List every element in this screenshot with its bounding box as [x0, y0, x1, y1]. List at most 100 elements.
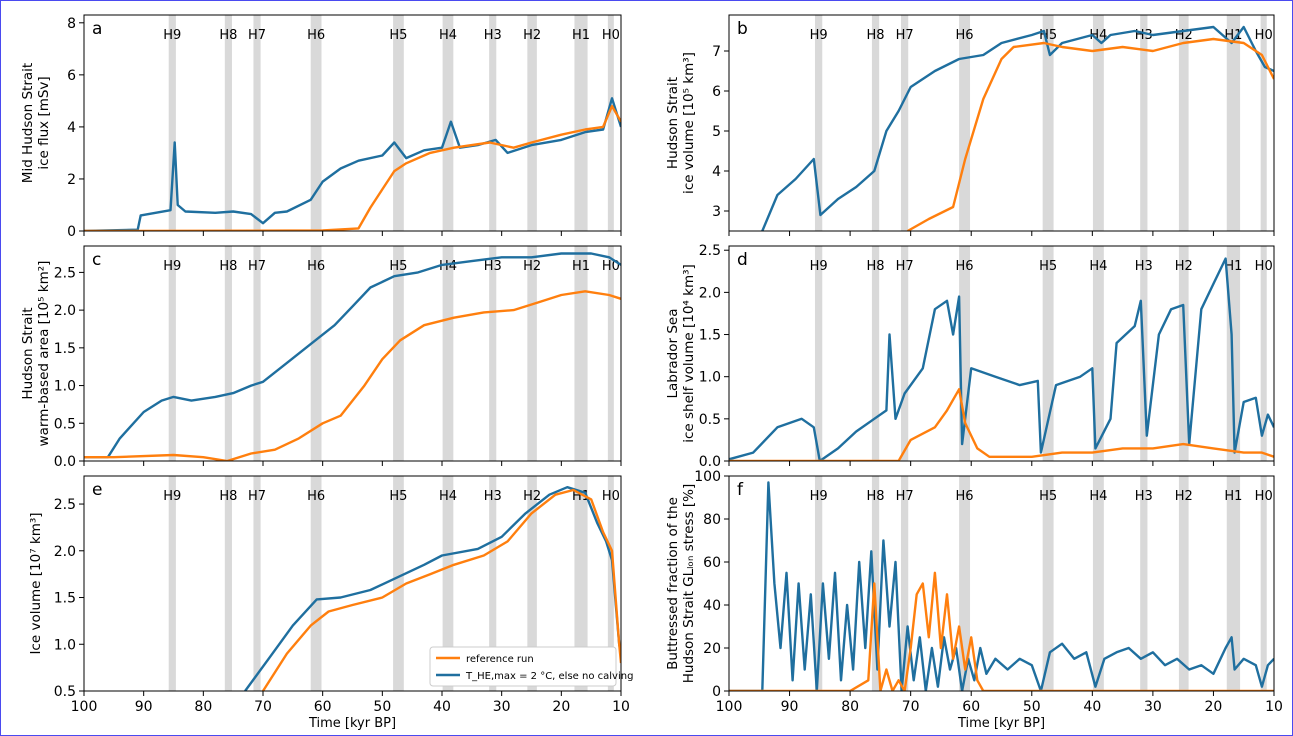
- y-tick-label: 0.0: [699, 454, 721, 470]
- x-axis-label: Time [kyr BP]: [308, 716, 396, 731]
- heinrich-band: [1260, 246, 1267, 461]
- heinrich-label: H5: [389, 259, 407, 274]
- axes-frame: [728, 475, 1275, 692]
- heinrich-band: [310, 15, 322, 231]
- heinrich-band: [1042, 476, 1054, 691]
- y-axis-label: ice volume [10⁵ km³]: [681, 52, 697, 194]
- y-tick-label: 2.5: [54, 265, 76, 281]
- heinrich-band: [168, 15, 176, 231]
- heinrich-band: [814, 246, 823, 461]
- panel-a: H9 H8 H7 H6 H5 H4 H3 H2 H1 H0 0 2 4 6 8 Mid Hudson Stra…: [20, 14, 622, 240]
- x-tick-label: 70: [254, 699, 272, 715]
- heinrich-band: [814, 476, 823, 691]
- heinrich-band: [1226, 246, 1241, 461]
- heinrich-label: H6: [307, 489, 325, 504]
- legend-label-reference: reference run: [466, 654, 534, 665]
- heinrich-label: H2: [523, 489, 541, 504]
- series-line-calving: [84, 252, 621, 459]
- heinrich-band: [224, 476, 232, 691]
- heinrich-band: [1226, 15, 1241, 231]
- y-tick-label: 1.5: [54, 341, 76, 357]
- heinrich-band: [1140, 15, 1148, 231]
- heinrich-band: [900, 476, 909, 691]
- heinrich-label: H2: [523, 28, 541, 43]
- heinrich-band: [393, 15, 404, 231]
- y-tick-label: 20: [703, 641, 721, 657]
- heinrich-band: [959, 476, 971, 691]
- y-tick-label: 1.5: [54, 591, 76, 607]
- heinrich-band: [1260, 476, 1267, 691]
- heinrich-label: H8: [867, 489, 885, 504]
- heinrich-band: [489, 15, 497, 231]
- heinrich-label: H1: [1224, 259, 1242, 274]
- heinrich-label: H3: [484, 259, 502, 274]
- x-tick-label: 90: [781, 699, 799, 715]
- y-axis-label: warm-based area [10⁵ km²]: [36, 261, 52, 447]
- x-tick-label: 100: [716, 699, 743, 715]
- heinrich-band: [814, 15, 823, 231]
- y-tick-label: 2.0: [699, 285, 721, 301]
- series-line-calving: [729, 481, 1274, 691]
- heinrich-band: [310, 476, 322, 691]
- heinrich-band: [527, 476, 537, 691]
- x-tick-label: 60: [962, 699, 980, 715]
- y-tick-label: 60: [703, 555, 721, 571]
- heinrich-band: [442, 15, 454, 231]
- legend-box: [429, 646, 617, 687]
- x-tick-label: 40: [1083, 699, 1101, 715]
- y-tick-label: 2.5: [699, 243, 721, 259]
- heinrich-label: H0: [1255, 489, 1273, 504]
- heinrich-band: [224, 15, 232, 231]
- heinrich-band: [1092, 476, 1104, 691]
- heinrich-band: [489, 476, 497, 691]
- x-tick-label: 80: [841, 699, 859, 715]
- x-tick-label: 80: [194, 699, 212, 715]
- heinrich-label: H7: [248, 489, 266, 504]
- y-tick-label: 2.0: [54, 303, 76, 319]
- heinrich-label: H8: [219, 28, 237, 43]
- series-line-reference: [729, 571, 1274, 691]
- heinrich-band: [1140, 476, 1148, 691]
- heinrich-band: [871, 246, 880, 461]
- x-tick-label: 60: [314, 699, 332, 715]
- series-line-calving: [244, 486, 621, 691]
- panel-letter: e: [92, 480, 102, 500]
- y-axis-label: Hudson Strait GLₗₒₙ stress [%]: [681, 484, 697, 684]
- y-tick-label: 100: [694, 469, 721, 485]
- heinrich-band: [527, 15, 537, 231]
- heinrich-band: [168, 476, 176, 691]
- heinrich-band: [253, 476, 261, 691]
- x-tick-label: 10: [612, 699, 630, 715]
- heinrich-label: H6: [956, 489, 974, 504]
- heinrich-band: [607, 246, 614, 461]
- heinrich-label: H0: [602, 28, 620, 43]
- heinrich-band: [574, 15, 588, 231]
- x-tick-label: 100: [71, 699, 98, 715]
- x-tick-label: 50: [373, 699, 391, 715]
- heinrich-label: H6: [307, 259, 325, 274]
- y-tick-label: 1.0: [54, 637, 76, 653]
- heinrich-label: H4: [439, 259, 457, 274]
- heinrich-band: [1226, 476, 1241, 691]
- heinrich-band: [871, 476, 880, 691]
- heinrich-label: H1: [572, 259, 590, 274]
- panel-d: H9 H8 H7 H6 H5 H4 H3 H2 H1 H0 0.0 0.5 1.0 1.5 2.0 2.5 La…: [665, 243, 1275, 470]
- panel-letter: c: [92, 250, 101, 270]
- heinrich-band: [253, 246, 261, 461]
- y-tick-label: 0: [712, 684, 721, 700]
- heinrich-label: H2: [1175, 259, 1193, 274]
- y-axis-label: Ice volume [10⁷ km³]: [28, 512, 44, 654]
- heinrich-label: H1: [572, 28, 590, 43]
- panel-letter: b: [737, 19, 748, 39]
- series-line-reference: [729, 388, 1274, 461]
- heinrich-band: [393, 246, 404, 461]
- heinrich-band: [168, 246, 176, 461]
- x-axis-label: Time [kyr BP]: [957, 716, 1045, 731]
- y-tick-label: 40: [703, 598, 721, 614]
- legend: reference run T_HE,max = 2 °C, else no ca…: [429, 646, 633, 687]
- heinrich-label: H1: [1224, 489, 1242, 504]
- y-axis-label: Mid Hudson Strait: [20, 63, 36, 183]
- heinrich-band: [393, 476, 404, 691]
- panel-letter: a: [92, 19, 102, 39]
